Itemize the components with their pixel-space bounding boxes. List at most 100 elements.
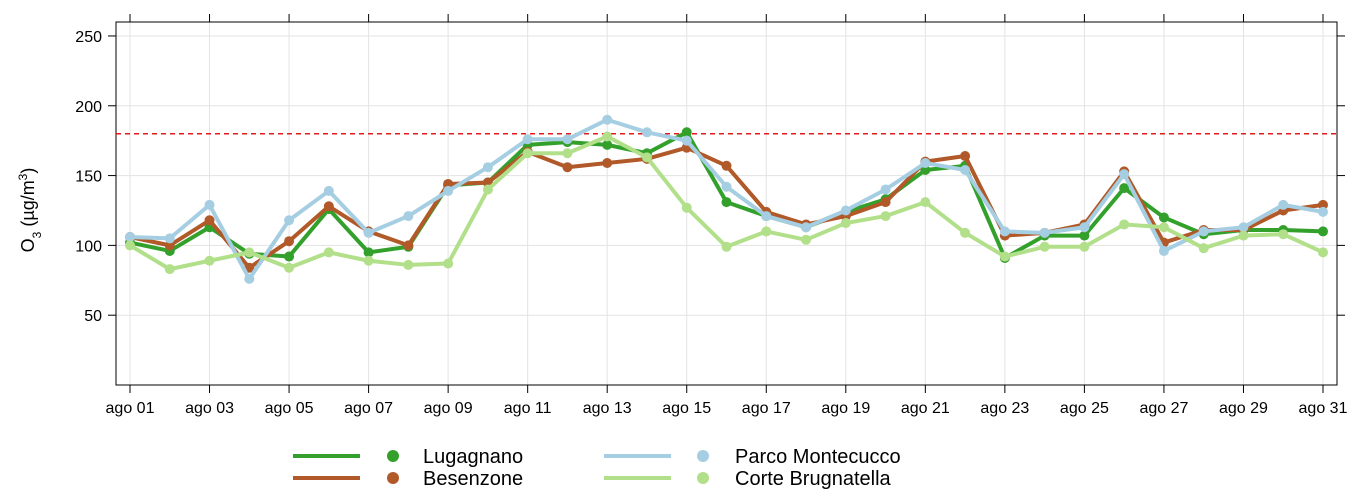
x-tick-label: ago 21 <box>901 400 950 417</box>
y-tick-label: 100 <box>75 238 102 255</box>
data-point <box>1198 243 1209 254</box>
data-point <box>1318 226 1328 237</box>
data-point <box>522 148 533 159</box>
y-tick-label: 50 <box>84 308 102 325</box>
legend-marker <box>387 450 399 462</box>
data-point <box>482 162 493 173</box>
data-point <box>840 218 851 229</box>
legend-marker <box>697 450 709 462</box>
data-point <box>681 135 692 146</box>
data-point <box>125 232 135 243</box>
series-line <box>129 130 1324 260</box>
data-point <box>641 152 652 163</box>
data-point <box>323 247 334 258</box>
data-point <box>403 259 414 270</box>
data-point <box>880 184 891 195</box>
x-tick-label: ago 13 <box>583 400 632 417</box>
y-tick-label: 200 <box>75 99 102 116</box>
data-point <box>1198 226 1209 237</box>
data-point <box>641 127 652 138</box>
data-point <box>443 185 454 196</box>
data-point <box>1318 199 1328 210</box>
data-point <box>164 233 175 244</box>
data-point <box>204 255 215 266</box>
y-axis-label: O3 (µg/m3) <box>16 168 44 253</box>
x-tick-label: ago 07 <box>344 400 393 417</box>
data-point <box>363 227 374 238</box>
data-point <box>1158 245 1169 256</box>
legend-label: Lugagnano <box>423 446 523 468</box>
data-point <box>1039 227 1050 238</box>
data-point <box>284 262 295 273</box>
data-point <box>880 211 891 222</box>
data-point <box>284 251 295 262</box>
y-label-part: O <box>18 238 38 252</box>
x-tick-label: ago 25 <box>1060 400 1109 417</box>
data-point <box>602 114 613 125</box>
x-tick-label: ago 31 <box>1299 400 1348 417</box>
data-point <box>125 240 135 251</box>
y-label-part: 3 <box>30 231 44 238</box>
x-tick-label: ago 17 <box>742 400 791 417</box>
data-point <box>164 240 175 251</box>
data-point <box>1318 206 1328 217</box>
data-point <box>482 184 493 195</box>
y-tick-label: 250 <box>75 29 102 46</box>
data-point <box>960 227 971 238</box>
x-tick-label: ago 29 <box>1219 400 1268 417</box>
data-point <box>363 255 374 266</box>
data-point <box>1158 212 1169 223</box>
data-point <box>403 240 414 251</box>
data-point <box>1079 230 1090 241</box>
x-tick-label: ago 19 <box>821 400 870 417</box>
data-point <box>761 211 772 222</box>
data-point <box>284 215 295 226</box>
data-point <box>721 241 732 252</box>
data-point <box>721 160 732 171</box>
data-point <box>1238 230 1249 241</box>
data-point <box>1238 222 1249 233</box>
y-label-part: ) <box>18 168 38 174</box>
data-point <box>244 273 255 284</box>
data-point <box>920 158 931 169</box>
legend-label: Corte Brugnatella <box>735 468 892 490</box>
data-point <box>1119 169 1130 180</box>
data-point <box>562 162 573 173</box>
data-point <box>761 226 772 237</box>
x-tick-label: ago 01 <box>106 400 155 417</box>
x-tick-label: ago 09 <box>424 400 473 417</box>
data-point <box>721 181 732 192</box>
data-point <box>801 234 812 245</box>
data-point <box>999 226 1010 237</box>
data-point <box>1079 222 1090 233</box>
data-point <box>1119 183 1130 194</box>
data-point <box>1079 241 1090 252</box>
x-tick-label: ago 27 <box>1139 400 1188 417</box>
data-point <box>602 158 613 169</box>
data-point <box>323 185 334 196</box>
data-point <box>284 236 295 247</box>
data-point <box>999 251 1010 262</box>
data-point <box>920 197 931 208</box>
data-point <box>1158 222 1169 233</box>
data-point <box>204 215 215 226</box>
data-point <box>801 222 812 233</box>
legend-label: Parco Montecucco <box>735 446 901 468</box>
x-tick-label: ago 05 <box>265 400 314 417</box>
data-point <box>443 178 454 189</box>
data-point <box>681 202 692 213</box>
data-point <box>363 247 374 258</box>
plot-frame <box>115 21 1338 386</box>
legend-marker <box>387 472 399 484</box>
data-point <box>204 199 215 210</box>
data-point <box>1119 219 1130 230</box>
data-point <box>562 134 573 145</box>
data-point <box>443 258 454 269</box>
legend-marker <box>697 472 709 484</box>
data-point <box>244 247 255 258</box>
y-tick-label: 150 <box>75 169 102 186</box>
data-point <box>920 164 931 175</box>
data-point <box>164 264 175 275</box>
x-tick-label: ago 03 <box>185 400 234 417</box>
